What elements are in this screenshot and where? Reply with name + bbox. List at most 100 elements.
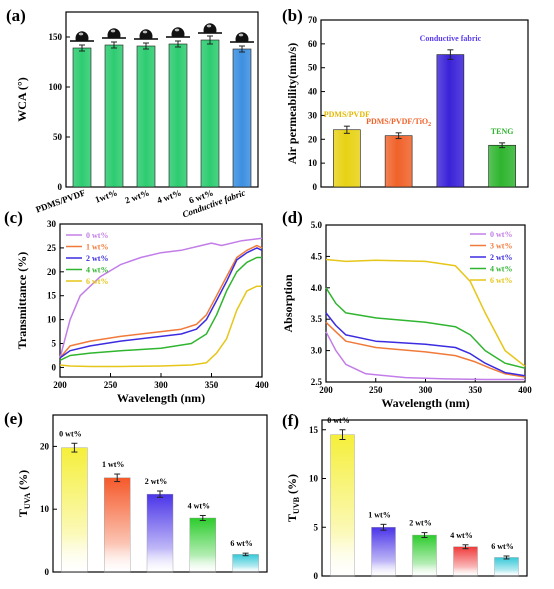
bar-category-label: 6 wt% (230, 539, 252, 548)
ytick-label: 30 (308, 110, 318, 120)
droplet-highlight (142, 30, 148, 34)
droplet-icon (203, 23, 217, 33)
series-line (59, 247, 263, 359)
legend-label: 6 wt% (490, 276, 512, 285)
ytick-label: 0 (314, 571, 319, 581)
bar (103, 477, 131, 573)
x-axis-label: Wavelength (nm) (117, 391, 205, 405)
bar (189, 517, 217, 573)
bar-category-label: PDMS/PVDF/TiO2 (366, 117, 431, 128)
ytick-label: 15 (309, 425, 319, 435)
ytick-label: 10 (308, 158, 318, 168)
bar-category-label: 0 wt% (59, 429, 81, 438)
bar (330, 434, 355, 577)
ytick-label: 150 (49, 32, 63, 42)
ytick-label: 4.0 (311, 283, 323, 293)
bar (232, 554, 259, 573)
bar-category-label: 4 wt% (188, 501, 210, 510)
y-axis-label: Air permeability(mm/s) (285, 43, 299, 164)
ytick-label: 60 (308, 39, 318, 49)
bar (136, 45, 156, 188)
droplet-highlight (206, 24, 212, 28)
xtick-label: 250 (104, 380, 118, 390)
series-line (325, 287, 526, 369)
ytick-label: 3.0 (311, 346, 323, 356)
y-axis-label: WCA (°) (15, 77, 29, 121)
legend-label: 0 wt% (490, 230, 512, 239)
category-label: 1wt% (94, 187, 119, 204)
bar-category-label: 0 wt% (327, 416, 349, 425)
bar (232, 48, 252, 188)
droplet-highlight (174, 28, 180, 32)
x-axis-label: Wavelength (nm) (381, 396, 469, 410)
series-line (325, 258, 526, 367)
droplet-highlight (238, 33, 244, 37)
ytick-label: 20 (47, 267, 57, 277)
ytick-label: 10 (47, 315, 57, 325)
panel-label: (c) (4, 208, 23, 227)
bar (146, 493, 174, 573)
legend-label: 4 wt% (86, 266, 108, 275)
bar (371, 527, 396, 577)
bar-category-label: 6 wt% (491, 542, 513, 551)
xtick-label: 300 (419, 385, 433, 395)
legend-label: 6 wt% (86, 277, 108, 286)
ytick-label: 10 (40, 504, 50, 514)
ytick-label: 20 (308, 134, 318, 144)
bar (436, 54, 465, 188)
ytick-label: 10 (309, 474, 319, 484)
plot-frame-a (65, 11, 259, 188)
series-line (59, 237, 263, 359)
xtick-label: 250 (369, 385, 383, 395)
ytick-label: 3.5 (311, 314, 323, 324)
ytick-label: 15 (47, 291, 57, 301)
ytick-label: 50 (53, 132, 63, 142)
droplet-icon (75, 31, 89, 41)
panel-label: (a) (6, 6, 26, 25)
legend-label: 4 wt% (490, 265, 512, 274)
droplet-icon (171, 27, 185, 37)
legend-label: 1 wt% (86, 243, 108, 252)
ytick-label: 100 (49, 82, 63, 92)
y-axis-label: TUVB (%) (285, 474, 301, 522)
ytick-label: 0 (52, 362, 57, 372)
xtick-label: 200 (319, 385, 333, 395)
xtick-label: 400 (518, 385, 532, 395)
panel-label: (e) (4, 409, 23, 428)
series-line (59, 285, 262, 368)
droplet-icon (107, 28, 121, 38)
xtick-label: 350 (469, 385, 483, 395)
series-line (59, 256, 262, 361)
ytick-label: 5.0 (311, 220, 323, 230)
legend-label: 0 wt% (86, 231, 108, 240)
bar (488, 144, 516, 188)
ytick-label: 20 (40, 441, 50, 451)
plot-frame-b (320, 19, 529, 188)
panel-label: (d) (282, 208, 303, 227)
category-label: 2 wt% (124, 187, 151, 205)
bar (104, 44, 124, 188)
y-axis-label: Transmittance (%) (15, 252, 29, 349)
panel-label: (f) (282, 411, 299, 430)
ytick-label: 50 (308, 63, 318, 73)
legend-label: 2 wt% (490, 253, 512, 262)
legend-label: 2 wt% (86, 254, 108, 263)
y-axis-label: TUVA (%) (16, 470, 32, 517)
bar (453, 546, 478, 577)
ytick-label: 5 (52, 339, 57, 349)
series-line (325, 321, 526, 378)
bar (168, 43, 188, 188)
ytick-label: 25 (47, 243, 57, 253)
ytick-label: 70 (308, 15, 318, 25)
y-axis-label: Absorption (281, 274, 295, 332)
bar (333, 129, 361, 188)
ytick-label: 2.5 (311, 377, 323, 387)
bar (61, 447, 88, 573)
bar (384, 135, 413, 188)
bar-category-label: 1 wt% (102, 460, 124, 469)
droplet-icon (235, 32, 249, 42)
bar-category-label: 2 wt% (409, 519, 431, 528)
ytick-label: 0 (58, 182, 63, 192)
bar-category-label: 2 wt% (145, 477, 167, 486)
